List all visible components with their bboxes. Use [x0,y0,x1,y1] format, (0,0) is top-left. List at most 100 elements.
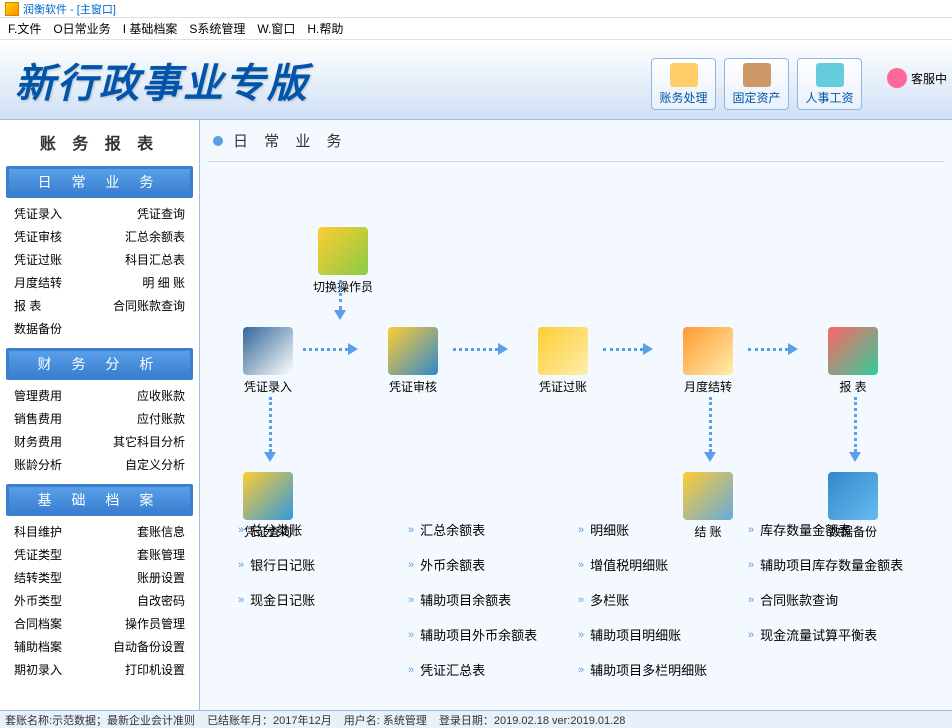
banner-btn-label: 账务处理 [659,89,707,106]
chevron-right-icon: » [408,629,414,641]
sidebar-item[interactable]: 应付账款 [137,410,185,427]
chevron-right-icon: » [408,664,414,676]
chevron-right-icon: » [408,524,414,536]
report-label: 辅助项目多栏明细账 [590,660,707,679]
arrow-down-icon [853,397,857,462]
sidebar-item[interactable]: 应收账款 [137,387,185,404]
flow-node-report[interactable]: 报 表 [828,327,878,395]
bullet-icon [213,136,223,146]
kefu-icon [887,68,907,88]
banner-btn-0[interactable]: 账务处理 [651,58,716,110]
menu-file[interactable]: F.文件 [8,20,41,37]
banner-btn-2[interactable]: 人事工资 [797,58,862,110]
report-link[interactable]: »外币余额表 [408,555,578,574]
report-link[interactable]: »辅助项目多栏明细账 [578,660,748,679]
sidebar-item[interactable]: 辅助档案 [14,638,62,655]
flow-node-entry[interactable]: 凭证录入 [243,327,293,395]
sidebar-item[interactable]: 外币类型 [14,592,62,609]
sidebar-item[interactable]: 凭证审核 [14,228,62,245]
customer-service[interactable]: 客服中 [887,68,947,88]
kefu-label: 客服中 [911,70,947,87]
sidebar-section-header: 财 务 分 析 [6,348,193,380]
sidebar-item[interactable]: 合同账款查询 [113,297,185,314]
sidebar-item[interactable]: 套账管理 [137,546,185,563]
report-label: 汇总余额表 [420,520,485,539]
app-icon [5,2,19,16]
sidebar-item[interactable]: 科目汇总表 [125,251,185,268]
status-user: 用户名: 系统管理 [344,712,427,728]
sidebar-item[interactable]: 月度结转 [14,274,62,291]
arrow-right-icon [748,347,798,351]
sidebar-item[interactable]: 结转类型 [14,569,62,586]
flow-label: 月度结转 [683,378,733,395]
report-link[interactable]: »辅助项目明细账 [578,625,748,644]
menu-base[interactable]: I 基础档案 [123,20,178,37]
sidebar-item[interactable]: 自动备份设置 [113,638,185,655]
sidebar-item[interactable]: 自定义分析 [125,456,185,473]
menu-help[interactable]: H.帮助 [307,20,343,37]
banner-buttons: 账务处理固定资产人事工资 [651,58,862,110]
sidebar-item[interactable]: 管理费用 [14,387,62,404]
statusbar: 套账名称:示范数据；最新企业会计准则 已结账年月：2017年12月 用户名: 系… [0,710,952,728]
report-label: 增值税明细账 [590,555,668,574]
sidebar-item[interactable]: 合同档案 [14,615,62,632]
sidebar-item[interactable]: 数据备份 [14,320,62,337]
sidebar-item[interactable]: 凭证查询 [137,205,185,222]
chevron-right-icon: » [578,594,584,606]
sidebar-item[interactable]: 科目维护 [14,523,62,540]
sidebar-item[interactable]: 自改密码 [137,592,185,609]
sidebar-item[interactable]: 操作员管理 [125,615,185,632]
sidebar-item[interactable]: 账龄分析 [14,456,62,473]
sidebar-item[interactable]: 凭证过账 [14,251,62,268]
menu-window[interactable]: W.窗口 [257,20,295,37]
flow-icon [683,472,733,520]
report-label: 银行日记账 [250,555,315,574]
report-link[interactable]: »辅助项目余额表 [408,590,578,609]
status-closed: 已结账年月：2017年12月 [207,712,332,728]
flow-node-query[interactable]: 凭证查询 [243,472,293,540]
sidebar-item[interactable]: 账册设置 [137,569,185,586]
sidebar-item[interactable]: 报 表 [14,297,41,314]
report-label: 多栏账 [590,590,629,609]
menu-system[interactable]: S系统管理 [189,20,245,37]
sidebar-item[interactable]: 汇总余额表 [125,228,185,245]
banner-btn-1[interactable]: 固定资产 [724,58,789,110]
arrow-down-icon [708,397,712,462]
sidebar-item[interactable]: 凭证类型 [14,546,62,563]
arrow-right-icon [453,347,508,351]
report-label: 现金流量试算平衡表 [760,625,877,644]
flow-node-close[interactable]: 结 账 [683,472,733,540]
report-link[interactable]: »现金日记账 [238,590,408,609]
flow-node-audit[interactable]: 凭证审核 [388,327,438,395]
report-link[interactable]: »现金流量试算平衡表 [748,625,918,644]
sidebar-item[interactable]: 其它科目分析 [113,433,185,450]
report-link[interactable]: »辅助项目外币余额表 [408,625,578,644]
report-link[interactable]: »增值税明细账 [578,555,748,574]
report-link[interactable]: »银行日记账 [238,555,408,574]
content-header-text: 日 常 业 务 [233,130,348,151]
banner-btn-icon [816,63,844,87]
report-link[interactable]: » 多栏账 [578,590,748,609]
sidebar-item[interactable]: 打印机设置 [125,661,185,678]
flow-node-post[interactable]: 凭证过账 [538,327,588,395]
menu-daily[interactable]: O日常业务 [53,20,110,37]
sidebar-item[interactable]: 凭证录入 [14,205,62,222]
flow-icon [538,327,588,375]
report-link[interactable]: »凭证汇总表 [408,660,578,679]
report-label: 现金日记账 [250,590,315,609]
flow-node-switch_op[interactable]: 切换操作员 [313,227,373,295]
sidebar-item[interactable]: 套账信息 [137,523,185,540]
report-link[interactable]: » 汇总余额表 [408,520,578,539]
chevron-right-icon: » [748,594,754,606]
sidebar-item[interactable]: 期初录入 [14,661,62,678]
flow-node-month[interactable]: 月度结转 [683,327,733,395]
flow-label: 报 表 [828,378,878,395]
sidebar-item[interactable]: 销售费用 [14,410,62,427]
report-link[interactable]: »合同账款查询 [748,590,918,609]
sidebar-item[interactable]: 明 细 账 [142,274,185,291]
flow-area: 切换操作员凭证录入凭证审核凭证过账月度结转报 表凭证查询结 账数据备份 [208,172,944,502]
sidebar-item[interactable]: 财务费用 [14,433,62,450]
flow-node-backup[interactable]: 数据备份 [828,472,878,540]
report-link[interactable]: »辅助项目库存数量金额表 [748,555,918,574]
flow-icon [388,327,438,375]
